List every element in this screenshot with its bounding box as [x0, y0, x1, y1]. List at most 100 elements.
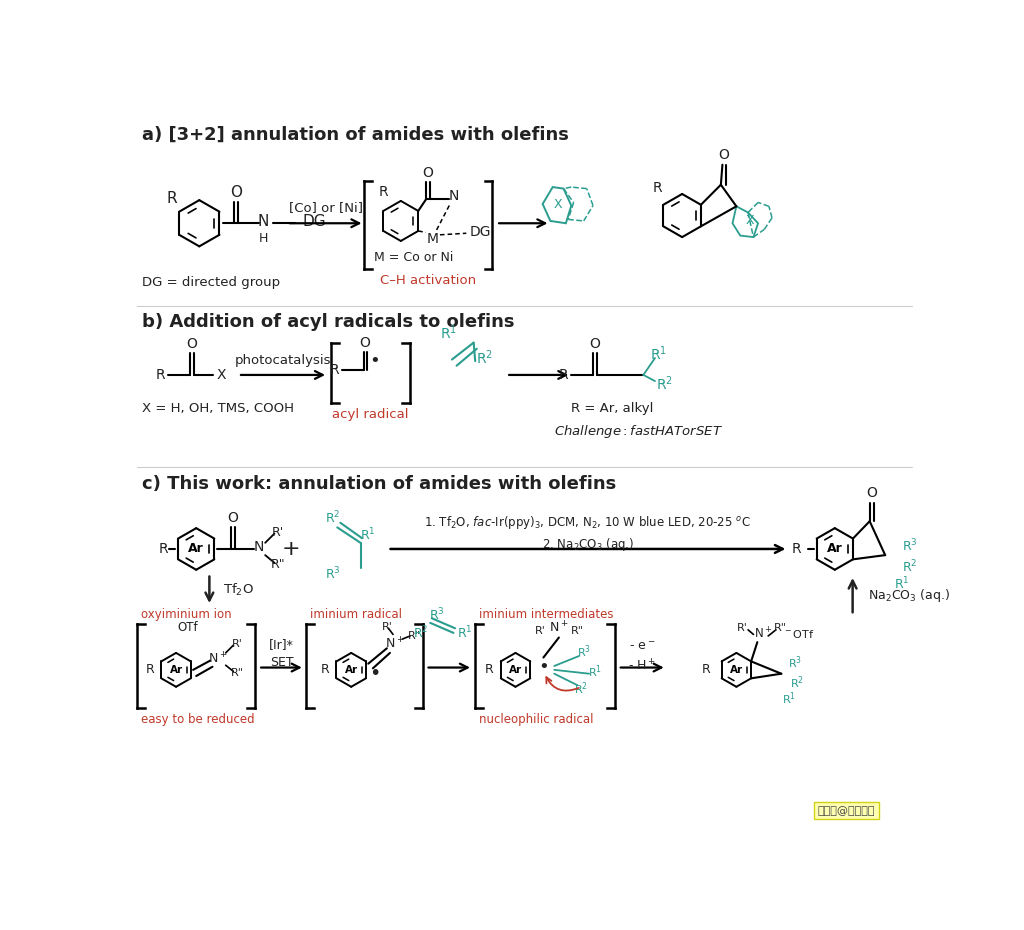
Text: +: +	[282, 539, 300, 559]
Text: R: R	[145, 663, 154, 676]
Text: O: O	[359, 336, 371, 350]
Text: R$^3$: R$^3$	[788, 655, 803, 671]
Text: R$^1$: R$^1$	[895, 576, 910, 592]
Text: •: •	[369, 664, 380, 684]
Text: R': R'	[271, 525, 284, 538]
Text: R: R	[156, 368, 165, 382]
Text: - e$^-$: - e$^-$	[629, 640, 655, 653]
Text: R$^2$: R$^2$	[790, 674, 804, 691]
Text: O: O	[229, 185, 242, 200]
Text: R$^1$: R$^1$	[650, 344, 668, 363]
Text: •: •	[538, 658, 549, 676]
Text: R$^3$: R$^3$	[325, 565, 340, 582]
Text: R': R'	[535, 626, 546, 636]
Text: X: X	[746, 214, 755, 227]
Text: Ar: Ar	[827, 542, 843, 555]
Text: X: X	[554, 197, 562, 210]
Text: R = Ar, alkyl: R = Ar, alkyl	[571, 402, 653, 415]
Text: R$^2$: R$^2$	[902, 558, 918, 575]
Text: R$^2$: R$^2$	[574, 681, 589, 698]
Text: OTf: OTf	[177, 621, 199, 634]
Text: R": R"	[571, 626, 584, 636]
Text: R$^1$: R$^1$	[440, 324, 458, 342]
Text: Ar: Ar	[188, 542, 204, 555]
Text: easy to be reduced: easy to be reduced	[141, 712, 255, 725]
Text: R: R	[792, 542, 802, 556]
Text: R$^2$: R$^2$	[325, 510, 340, 526]
Text: M = Co or Ni: M = Co or Ni	[374, 251, 453, 264]
Text: •: •	[369, 352, 380, 370]
Text: R$^3$: R$^3$	[577, 643, 591, 659]
Text: nucleophilic radical: nucleophilic radical	[479, 712, 594, 725]
Text: X = H, OH, TMS, COOH: X = H, OH, TMS, COOH	[142, 402, 294, 415]
Text: photocatalysis: photocatalysis	[234, 353, 331, 366]
Text: b) Addition of acyl radicals to olefins: b) Addition of acyl radicals to olefins	[142, 313, 514, 331]
Text: Ar: Ar	[509, 665, 522, 675]
Text: N$^+$: N$^+$	[208, 651, 227, 667]
Text: R: R	[167, 191, 177, 206]
Text: SET: SET	[269, 656, 293, 669]
Text: acyl radical: acyl radical	[333, 408, 409, 421]
Text: X: X	[216, 368, 225, 382]
Text: O: O	[718, 149, 729, 163]
Text: O: O	[186, 338, 197, 352]
Text: Ar: Ar	[345, 665, 357, 675]
Text: R: R	[159, 542, 169, 556]
Text: R$^3$: R$^3$	[902, 538, 918, 554]
Text: M: M	[426, 232, 438, 246]
Text: R": R"	[230, 668, 244, 678]
Text: - H$^+$: - H$^+$	[628, 658, 655, 673]
Text: N$^+$: N$^+$	[549, 620, 568, 636]
Text: iminium intermediates: iminium intermediates	[479, 608, 613, 621]
Text: O: O	[589, 338, 600, 352]
Text: H: H	[259, 232, 268, 246]
Text: [Co] or [Ni]: [Co] or [Ni]	[289, 202, 362, 214]
Text: O: O	[227, 512, 238, 525]
Text: R: R	[701, 663, 710, 676]
Text: DG = directed group: DG = directed group	[142, 276, 281, 289]
Text: Na$_2$CO$_3$ (aq.): Na$_2$CO$_3$ (aq.)	[868, 587, 950, 604]
Text: R$^2$: R$^2$	[476, 349, 493, 367]
Text: R: R	[379, 185, 388, 199]
Text: R": R"	[774, 623, 787, 633]
Text: R': R'	[736, 623, 748, 633]
Text: c) This work: annulation of amides with olefins: c) This work: annulation of amides with …	[142, 475, 616, 493]
Text: $^-$OTf: $^-$OTf	[783, 629, 815, 641]
Text: iminium radical: iminium radical	[310, 608, 402, 621]
Text: Ar: Ar	[170, 665, 182, 675]
Text: R$^2$: R$^2$	[414, 625, 429, 641]
Text: N$^+$: N$^+$	[755, 627, 773, 642]
Text: R: R	[330, 364, 339, 378]
Text: R$^1$: R$^1$	[782, 690, 796, 707]
Text: Tf$_2$O: Tf$_2$O	[222, 582, 253, 598]
Text: R": R"	[408, 631, 421, 641]
Text: DG: DG	[469, 225, 490, 239]
Text: $\it{Challenge: fast HAT or SET}$: $\it{Challenge: fast HAT or SET}$	[554, 422, 723, 440]
Text: DG: DG	[302, 214, 326, 229]
Text: R: R	[652, 180, 663, 194]
Text: O: O	[422, 166, 433, 180]
Text: N: N	[449, 190, 459, 204]
Text: R$^2$: R$^2$	[655, 375, 673, 393]
Text: C–H activation: C–H activation	[380, 273, 476, 286]
Text: O: O	[865, 485, 877, 499]
Text: R: R	[484, 663, 494, 676]
Text: N$^+$: N$^+$	[385, 636, 404, 651]
Text: N: N	[254, 540, 264, 554]
Text: 1. Tf$_2$O, $\it{fac}$-Ir(ppy)$_3$, DCM, N$_2$, 10 W blue LED, 20-25 $^o$C: 1. Tf$_2$O, $\it{fac}$-Ir(ppy)$_3$, DCM,…	[424, 513, 751, 530]
Text: Ar: Ar	[730, 665, 743, 675]
Text: R': R'	[231, 639, 243, 648]
Text: R": R"	[270, 558, 285, 571]
Text: 2. Na$_2$CO$_3$ (aq.): 2. Na$_2$CO$_3$ (aq.)	[542, 536, 634, 552]
Text: R': R'	[381, 622, 392, 631]
Text: R: R	[559, 368, 568, 382]
Text: R: R	[321, 663, 330, 676]
Text: R$^3$: R$^3$	[429, 607, 444, 623]
Text: R$^1$: R$^1$	[458, 625, 473, 641]
Text: R$^1$: R$^1$	[588, 663, 601, 680]
Text: R$^1$: R$^1$	[360, 526, 376, 543]
Text: 搜狐号@化学加网: 搜狐号@化学加网	[818, 805, 876, 816]
Text: oxyiminium ion: oxyiminium ion	[141, 608, 231, 621]
Text: N: N	[258, 214, 269, 229]
Text: [Ir]*: [Ir]*	[269, 638, 294, 651]
